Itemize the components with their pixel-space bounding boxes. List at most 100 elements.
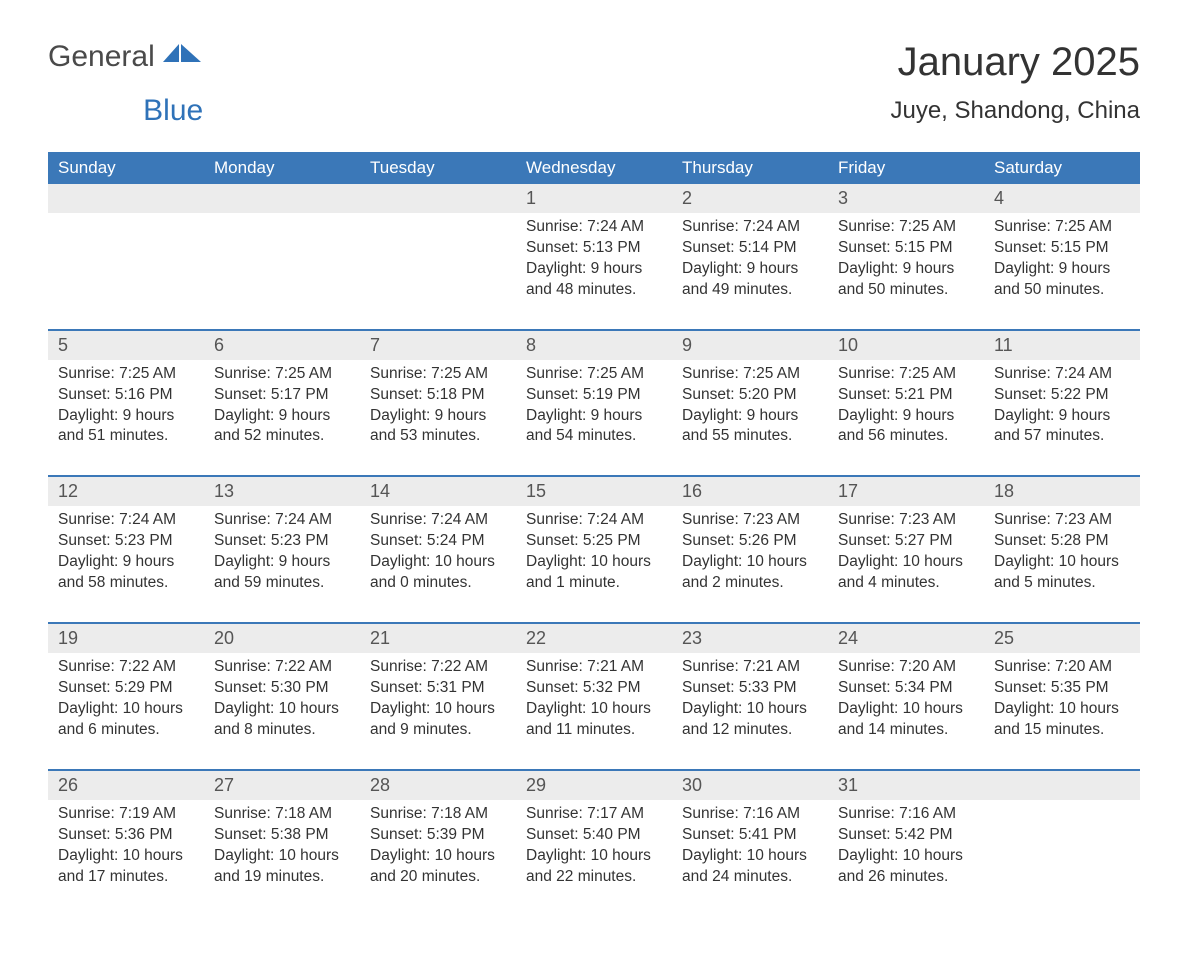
day-number: 17 xyxy=(828,477,984,506)
daynum-row: 262728293031 xyxy=(48,769,1140,800)
day-number: 10 xyxy=(828,331,984,360)
sunset-line: Sunset: 5:26 PM xyxy=(682,531,818,552)
day-number: 20 xyxy=(204,624,360,653)
sunrise-line: Sunrise: 7:22 AM xyxy=(58,657,194,678)
logo-word-1: General xyxy=(48,40,155,73)
daylight-line-1: Daylight: 9 hours xyxy=(370,406,506,427)
day-cell xyxy=(360,213,516,329)
daylight-line-2: and 8 minutes. xyxy=(214,720,350,741)
sunrise-line: Sunrise: 7:23 AM xyxy=(838,510,974,531)
daylight-line-1: Daylight: 10 hours xyxy=(838,699,974,720)
day-cell: Sunrise: 7:24 AMSunset: 5:24 PMDaylight:… xyxy=(360,506,516,622)
sunset-line: Sunset: 5:34 PM xyxy=(838,678,974,699)
day-number xyxy=(48,184,204,213)
weekday-label: Friday xyxy=(828,152,984,184)
daybody-row: Sunrise: 7:22 AMSunset: 5:29 PMDaylight:… xyxy=(48,653,1140,769)
day-number: 8 xyxy=(516,331,672,360)
day-number: 31 xyxy=(828,771,984,800)
day-number: 6 xyxy=(204,331,360,360)
daylight-line-2: and 59 minutes. xyxy=(214,573,350,594)
daylight-line-1: Daylight: 9 hours xyxy=(214,552,350,573)
daylight-line-2: and 2 minutes. xyxy=(682,573,818,594)
day-number: 2 xyxy=(672,184,828,213)
daylight-line-1: Daylight: 9 hours xyxy=(58,406,194,427)
day-number: 7 xyxy=(360,331,516,360)
page-title: January 2025 xyxy=(890,40,1140,85)
day-number: 11 xyxy=(984,331,1140,360)
sunrise-line: Sunrise: 7:24 AM xyxy=(994,364,1130,385)
day-number: 21 xyxy=(360,624,516,653)
day-number: 12 xyxy=(48,477,204,506)
day-number: 9 xyxy=(672,331,828,360)
weekday-header-row: SundayMondayTuesdayWednesdayThursdayFrid… xyxy=(48,152,1140,184)
daylight-line-1: Daylight: 10 hours xyxy=(682,846,818,867)
daylight-line-2: and 57 minutes. xyxy=(994,426,1130,447)
sunset-line: Sunset: 5:24 PM xyxy=(370,531,506,552)
sunrise-line: Sunrise: 7:16 AM xyxy=(682,804,818,825)
sunrise-line: Sunrise: 7:24 AM xyxy=(370,510,506,531)
sunset-line: Sunset: 5:36 PM xyxy=(58,825,194,846)
calendar: SundayMondayTuesdayWednesdayThursdayFrid… xyxy=(48,152,1140,915)
title-block: January 2025 Juye, Shandong, China xyxy=(890,40,1140,125)
daybody-row: Sunrise: 7:24 AMSunset: 5:13 PMDaylight:… xyxy=(48,213,1140,329)
day-cell: Sunrise: 7:18 AMSunset: 5:39 PMDaylight:… xyxy=(360,800,516,916)
day-cell: Sunrise: 7:25 AMSunset: 5:15 PMDaylight:… xyxy=(984,213,1140,329)
sunset-line: Sunset: 5:25 PM xyxy=(526,531,662,552)
daylight-line-1: Daylight: 9 hours xyxy=(526,406,662,427)
daylight-line-2: and 50 minutes. xyxy=(838,280,974,301)
sunset-line: Sunset: 5:13 PM xyxy=(526,238,662,259)
daylight-line-1: Daylight: 10 hours xyxy=(526,699,662,720)
daylight-line-1: Daylight: 10 hours xyxy=(526,552,662,573)
day-number: 27 xyxy=(204,771,360,800)
weekday-label: Sunday xyxy=(48,152,204,184)
daylight-line-2: and 55 minutes. xyxy=(682,426,818,447)
daylight-line-1: Daylight: 10 hours xyxy=(994,552,1130,573)
day-number: 4 xyxy=(984,184,1140,213)
day-cell: Sunrise: 7:24 AMSunset: 5:22 PMDaylight:… xyxy=(984,360,1140,476)
sunrise-line: Sunrise: 7:24 AM xyxy=(682,217,818,238)
daynum-row: 19202122232425 xyxy=(48,622,1140,653)
daylight-line-2: and 22 minutes. xyxy=(526,867,662,888)
day-cell: Sunrise: 7:24 AMSunset: 5:23 PMDaylight:… xyxy=(48,506,204,622)
day-number: 1 xyxy=(516,184,672,213)
sunset-line: Sunset: 5:31 PM xyxy=(370,678,506,699)
sunrise-line: Sunrise: 7:23 AM xyxy=(994,510,1130,531)
daybody-row: Sunrise: 7:19 AMSunset: 5:36 PM Daylight:… xyxy=(48,800,1140,916)
sunrise-line: Sunrise: 7:17 AM xyxy=(526,804,662,825)
sunset-line: Sunset: 5:20 PM xyxy=(682,385,818,406)
sunset-line: Sunset: 5:38 PM xyxy=(214,825,350,846)
sunset-line: Sunset: 5:30 PM xyxy=(214,678,350,699)
sunset-line: Sunset: 5:14 PM xyxy=(682,238,818,259)
sunset-line: Sunset: 5:32 PM xyxy=(526,678,662,699)
daylight-line-1: Daylight: 10 hours xyxy=(370,699,506,720)
page-subtitle: Juye, Shandong, China xyxy=(890,97,1140,125)
daylight-line-1: Daylight: 9 hours xyxy=(838,406,974,427)
daylight-line-1: Daylight: 10 hours xyxy=(838,552,974,573)
daylight-line-1: Daylight: 10 hours xyxy=(214,699,350,720)
sunset-line: Sunset: 5:21 PM xyxy=(838,385,974,406)
daylight-line-2: and 52 minutes. xyxy=(214,426,350,447)
day-cell: Sunrise: 7:20 AMSunset: 5:34 PMDaylight:… xyxy=(828,653,984,769)
sunrise-line: Sunrise: 7:19 AM xyxy=(58,804,194,825)
sunrise-line: Sunrise: 7:16 AM xyxy=(838,804,974,825)
daylight-line-2: and 15 minutes. xyxy=(994,720,1130,741)
sunset-line: Sunset: 5:22 PM xyxy=(994,385,1130,406)
daylight-line-2: and 26 minutes. xyxy=(838,867,974,888)
day-cell: Sunrise: 7:24 AMSunset: 5:14 PMDaylight:… xyxy=(672,213,828,329)
day-cell: Sunrise: 7:21 AMSunset: 5:32 PMDaylight:… xyxy=(516,653,672,769)
logo-flag-icon xyxy=(163,53,203,70)
sunrise-line: Sunrise: 7:24 AM xyxy=(58,510,194,531)
daylight-line-2: and 0 minutes. xyxy=(370,573,506,594)
daylight-line-1: Daylight: 10 hours xyxy=(58,699,194,720)
day-cell xyxy=(984,800,1140,916)
sunrise-line: Sunrise: 7:25 AM xyxy=(682,364,818,385)
day-number: 3 xyxy=(828,184,984,213)
daylight-line-2: and 50 minutes. xyxy=(994,280,1130,301)
daylight-line-2: and 20 minutes. xyxy=(370,867,506,888)
daylight-line-1: Daylight: 10 hours xyxy=(682,699,818,720)
daylight-line-2: and 17 minutes. xyxy=(58,867,194,888)
sunset-line: Sunset: 5:28 PM xyxy=(994,531,1130,552)
day-number: 30 xyxy=(672,771,828,800)
sunset-line: Sunset: 5:23 PM xyxy=(214,531,350,552)
sunset-line: Sunset: 5:19 PM xyxy=(526,385,662,406)
